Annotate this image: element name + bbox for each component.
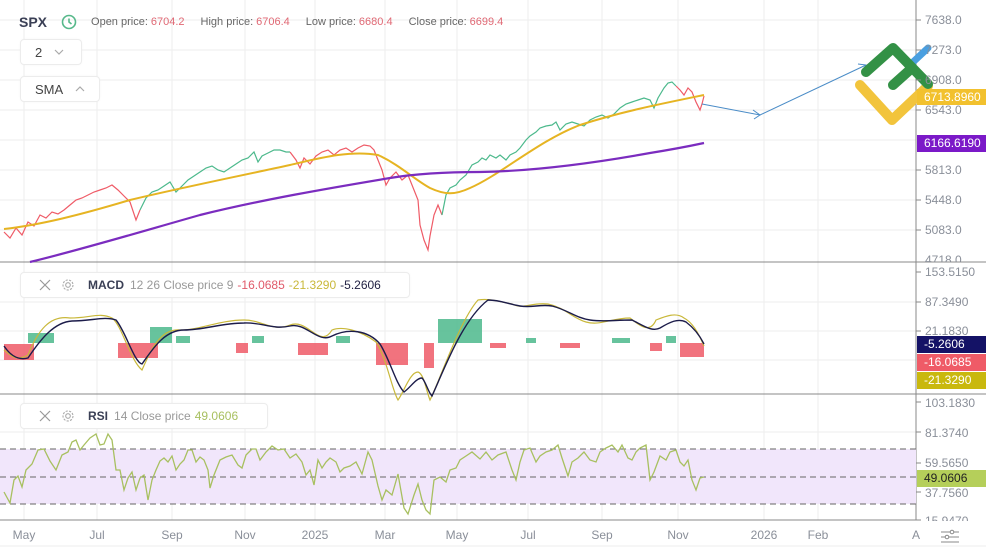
ohlc-header: SPX Open price: 6704.2 High price: 6706.… xyxy=(19,14,503,30)
time-label: May xyxy=(445,528,469,542)
time-label: Feb xyxy=(807,528,829,542)
sma-slow-price-tag: 6166.6190 xyxy=(917,135,986,152)
macd-title: MACD xyxy=(88,278,124,292)
macd-signal-value: -21.3290 xyxy=(288,278,337,292)
rsi-legend: RSI 14 Close price 49.0606 xyxy=(20,403,268,429)
macd-tick: 153.5150 xyxy=(925,265,976,279)
price-tick: 6908.0 xyxy=(925,73,962,87)
time-label: 2025 xyxy=(301,528,329,542)
brand-logo-icon xyxy=(855,43,933,125)
indicator-select[interactable]: SMA xyxy=(20,76,100,102)
time-label: Nov xyxy=(667,528,689,542)
macd-legend: MACD 12 26 Close price 9 -16.0685 -21.32… xyxy=(20,272,410,298)
gear-icon[interactable] xyxy=(61,409,75,423)
chevron-down-icon xyxy=(54,49,64,55)
price-tick: 7273.0 xyxy=(925,43,962,57)
rsi-title: RSI xyxy=(88,409,109,423)
rsi-tick: 59.5650 xyxy=(925,456,969,470)
forecast-arrow xyxy=(701,63,867,120)
time-label: Ap xyxy=(912,528,920,542)
close-price-value: 6699.4 xyxy=(469,16,504,28)
low-price-label: Low price: xyxy=(305,16,356,28)
macd-tick: 87.3490 xyxy=(925,295,969,309)
time-label: Jul xyxy=(520,528,536,542)
close-price-label: Close price: xyxy=(408,16,467,28)
chevron-up-icon xyxy=(75,86,85,92)
macd-line-value: -5.2606 xyxy=(340,278,381,292)
sliders-icon[interactable] xyxy=(940,528,960,544)
price-tick: 5448.0 xyxy=(925,193,962,207)
low-price-value: 6680.4 xyxy=(358,16,393,28)
candlesticks xyxy=(3,81,705,253)
rsi-line xyxy=(3,432,705,516)
axis-ticks xyxy=(916,19,921,521)
rsi-value-tag: 49.0606 xyxy=(917,470,986,487)
open-price-value: 6704.2 xyxy=(150,16,185,28)
rsi-tick: 81.3740 xyxy=(925,426,969,440)
macd-tick: 21.1830 xyxy=(925,324,969,338)
time-label: May xyxy=(12,528,36,542)
high-price-value: 6706.4 xyxy=(256,16,290,28)
macd-hist-tag: -16.0685 xyxy=(917,354,986,371)
price-tick: 4718.0 xyxy=(925,253,962,262)
signal-line xyxy=(3,298,705,402)
time-label: Mar xyxy=(374,528,396,542)
indicator-value: SMA xyxy=(35,81,64,97)
price-tick: 5083.0 xyxy=(925,223,962,237)
macd-line xyxy=(3,299,705,398)
interval-select[interactable]: 2 xyxy=(20,39,82,65)
sma-slow-line xyxy=(29,141,705,264)
close-icon[interactable] xyxy=(39,410,51,422)
rsi-band xyxy=(0,449,916,504)
price-tick: 5813.0 xyxy=(925,163,962,177)
rsi-tick: 103.1830 xyxy=(925,396,976,410)
price-tick: 6543.0 xyxy=(925,103,962,117)
sma-fast-price-tag: 6713.8960 xyxy=(917,89,986,105)
clock-icon[interactable] xyxy=(61,14,77,30)
price-tick: 7638.0 xyxy=(925,13,962,27)
macd-signal-tag: -21.3290 xyxy=(917,372,986,389)
open-price-label: Open price: xyxy=(91,16,148,28)
macd-params: 12 26 Close price 9 xyxy=(130,278,234,292)
rsi-params: 14 Close price xyxy=(114,409,191,423)
time-label: Sep xyxy=(161,528,183,542)
rsi-tick: 15.9470 xyxy=(925,514,969,521)
rsi-tick: 37.7560 xyxy=(925,486,969,500)
macd-line-tag: -5.2606 xyxy=(917,336,986,353)
grid-lines xyxy=(0,0,916,520)
rsi-value: 49.0606 xyxy=(194,409,239,423)
macd-histogram xyxy=(4,319,704,368)
close-icon[interactable] xyxy=(39,279,51,291)
interval-value: 2 xyxy=(35,44,43,60)
symbol-label: SPX xyxy=(19,14,48,30)
time-label: Jul xyxy=(89,528,105,542)
time-label: Sep xyxy=(591,528,613,542)
time-label: 2026 xyxy=(750,528,778,542)
gear-icon[interactable] xyxy=(61,278,75,292)
time-label: Nov xyxy=(234,528,256,542)
macd-hist-value: -16.0685 xyxy=(237,278,285,292)
sma-fast-line xyxy=(3,94,705,230)
high-price-label: High price: xyxy=(200,16,254,28)
